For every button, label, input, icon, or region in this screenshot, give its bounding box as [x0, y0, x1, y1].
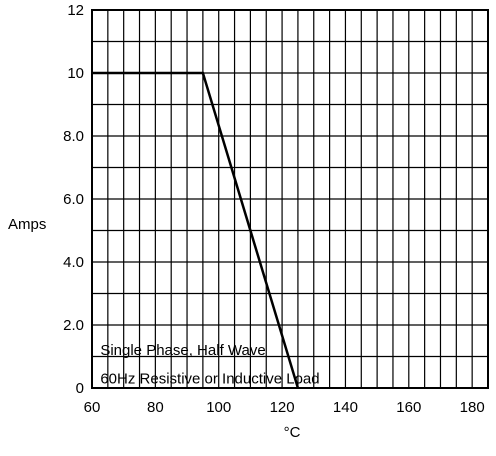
y-tick-label: 12	[67, 2, 84, 19]
x-tick-label: 160	[396, 399, 421, 416]
y-tick-label: 2.0	[63, 317, 84, 334]
grid	[92, 10, 488, 388]
x-tick-label: 180	[460, 399, 485, 416]
x-tick-label: 60	[84, 399, 101, 416]
x-tick-labels: 60 80 100 120 140 160 180	[84, 399, 485, 416]
x-tick-label: 140	[333, 399, 358, 416]
x-tick-label: 100	[206, 399, 231, 416]
series-line-1	[92, 71, 300, 389]
plot-frame	[91, 9, 489, 389]
x-tick-label: 120	[270, 399, 295, 416]
y-tick-label: 6.0	[63, 191, 84, 208]
annotation: Single Phase, Half Wave 60Hz Resistive o…	[100, 342, 319, 387]
series-layer	[92, 71, 300, 389]
annotation-line-2: 60Hz Resistive or Inductive Load	[100, 371, 319, 388]
annotation-line-1: Single Phase, Half Wave	[100, 342, 265, 359]
y-tick-label: 10	[67, 65, 84, 82]
x-tick-label: 80	[147, 399, 164, 416]
y-tick-labels: 0 2.0 4.0 6.0 8.0 10 12	[63, 2, 84, 397]
y-axis-label: Amps	[8, 216, 46, 233]
y-tick-label: 0	[76, 380, 84, 397]
x-axis-label: °C	[284, 424, 301, 441]
y-tick-label: 8.0	[63, 128, 84, 145]
y-tick-label: 4.0	[63, 254, 84, 271]
